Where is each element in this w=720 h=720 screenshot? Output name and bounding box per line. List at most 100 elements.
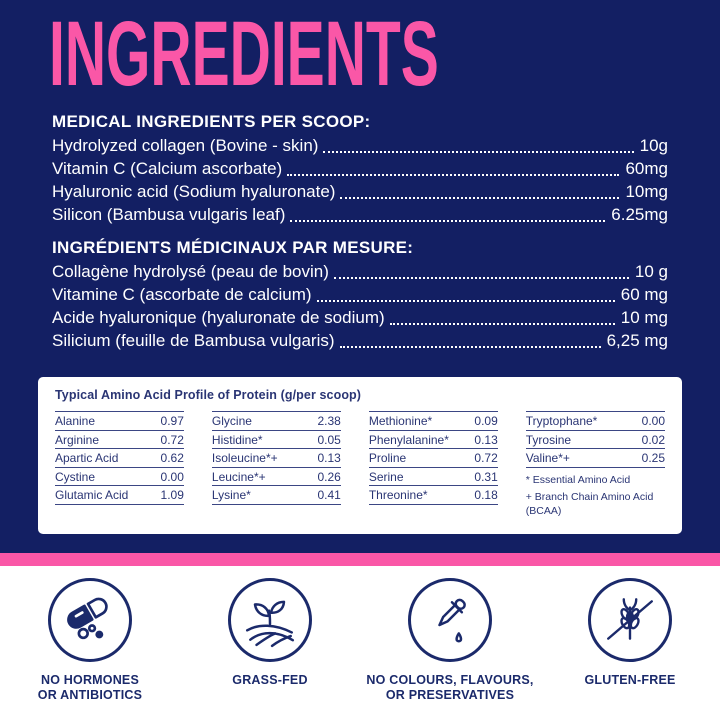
- amino-value: 0.05: [317, 432, 341, 447]
- ingredient-row: Hydrolyzed collagen (Bovine - skin) 10g: [52, 134, 668, 157]
- amino-row: Valine*+ 0.25: [525, 449, 665, 468]
- amino-row: Leucine*+ 0.26: [211, 468, 341, 486]
- amino-value: 0.41: [317, 488, 341, 502]
- dotted-leader: [290, 203, 606, 222]
- ingredient-name: Collagène hydrolysé (peau de bovin): [52, 262, 329, 281]
- amino-footnote: * Essential Amino Acid: [525, 473, 631, 486]
- amino-name: Arginine: [55, 432, 100, 447]
- dotted-leader: [323, 134, 634, 153]
- amino-row: Methionine* 0.09: [368, 412, 498, 431]
- ingredient-value: 10 mg: [620, 308, 668, 327]
- amino-row: Phenylalanine* 0.13: [368, 431, 498, 449]
- ingredient-name: Vitamine C (ascorbate de calcium): [52, 285, 312, 304]
- badge-no-colours: NO COLOURS, FLAVOURS, OR PRESERVATIVES: [360, 578, 540, 703]
- amino-name: Phenylalanine*: [368, 432, 449, 447]
- amino-value: 0.00: [160, 469, 184, 484]
- amino-name: Tryptophane*: [525, 414, 598, 428]
- badge-gluten-free: GLUTEN-FREE: [540, 578, 720, 703]
- amino-value: 0.00: [641, 414, 665, 428]
- amino-table-title: Typical Amino Acid Profile of Protein (g…: [55, 388, 362, 402]
- ingredient-row: Hyaluronic acid (Sodium hyaluronate) 10m…: [52, 180, 668, 203]
- amino-value: 0.02: [641, 432, 665, 447]
- badge-no-hormones: NO HORMONES OR ANTIBIOTICS: [0, 578, 180, 703]
- dotted-leader: [333, 260, 629, 279]
- amino-row: Apartic Acid 0.62: [55, 449, 184, 468]
- capsule-icon: [48, 578, 132, 662]
- ingredient-name: Acide hyaluronique (hyaluronate de sodiu…: [52, 308, 385, 327]
- amino-value: 2.38: [317, 414, 341, 428]
- dotted-leader: [316, 283, 615, 302]
- amino-name: Glycine: [211, 414, 252, 428]
- amino-value: 0.72: [160, 432, 184, 447]
- amino-row: Isoleucine*+ 0.13: [211, 449, 341, 468]
- amino-name: Serine: [368, 469, 404, 484]
- amino-column-1: Alanine 0.97 Arginine 0.72 Apartic Acid …: [55, 411, 184, 521]
- amino-value: 0.18: [474, 488, 498, 502]
- ingredient-value: 6,25 mg: [606, 331, 668, 350]
- ingredient-value: 10mg: [625, 182, 668, 201]
- ingredient-row: Vitamin C (Calcium ascorbate) 60mg: [52, 157, 668, 180]
- amino-row: Alanine 0.97: [55, 412, 184, 431]
- medical-ingredients-fr-section: INGRÉDIENTS MÉDICINAUX PAR MESURE: Colla…: [52, 236, 668, 352]
- ingredient-value: 60mg: [625, 159, 668, 178]
- badges-section: NO HORMONES OR ANTIBIOTICS GRASS-FED: [0, 578, 720, 703]
- dotted-leader: [389, 306, 615, 325]
- ingredients-panel: INGREDIENTS MEDICAL INGREDIENTS PER SCOO…: [0, 0, 720, 553]
- ingredient-name: Hyaluronic acid (Sodium hyaluronate): [52, 182, 336, 201]
- medical-ingredients-en-section: MEDICAL INGREDIENTS PER SCOOP: Hydrolyze…: [52, 110, 668, 226]
- badge-label: GLUTEN-FREE: [584, 673, 676, 687]
- badge-label: GRASS-FED: [232, 673, 308, 687]
- amino-value: 0.09: [474, 414, 498, 428]
- amino-row: Threonine* 0.18: [368, 486, 498, 505]
- amino-row: Serine 0.31: [368, 468, 498, 486]
- amino-name: Proline: [368, 451, 407, 465]
- amino-column-2: Glycine 2.38 Histidine* 0.05 Isoleucine*…: [211, 411, 341, 521]
- amino-value: 0.26: [317, 469, 341, 484]
- amino-name: Valine*+: [525, 451, 570, 465]
- amino-row: Tryptophane* 0.00: [525, 412, 665, 431]
- dropper-icon: [408, 578, 492, 662]
- ingredient-value: 10 g: [634, 262, 668, 281]
- ingredient-value: 10g: [639, 136, 668, 155]
- amino-name: Isoleucine*+: [211, 451, 278, 465]
- amino-row: Glutamic Acid 1.09: [55, 486, 184, 505]
- ingredient-value: 6.25mg: [611, 205, 668, 224]
- amino-footnotes: * Essential Amino Acid + Branch Chain Am…: [526, 473, 665, 518]
- amino-row: Glycine 2.38: [211, 412, 341, 431]
- amino-value: 0.13: [317, 451, 341, 465]
- amino-name: Apartic Acid: [55, 451, 119, 465]
- amino-row: Cystine 0.00: [55, 468, 184, 486]
- amino-value: 1.09: [160, 488, 184, 502]
- badge-grass-fed: GRASS-FED: [180, 578, 360, 703]
- wheat-slash-icon: [588, 578, 672, 662]
- ingredient-row: Collagène hydrolysé (peau de bovin) 10 g: [52, 260, 668, 283]
- amino-name: Glutamic Acid: [55, 488, 129, 502]
- pink-divider: [0, 553, 720, 566]
- amino-name: Alanine: [55, 414, 96, 428]
- amino-value: 0.62: [160, 451, 184, 465]
- section-heading-fr: INGRÉDIENTS MÉDICINAUX PAR MESURE:: [52, 238, 414, 257]
- amino-row: Proline 0.72: [368, 449, 498, 468]
- ingredient-name: Hydrolyzed collagen (Bovine - skin): [52, 136, 319, 155]
- amino-name: Cystine: [55, 469, 96, 484]
- amino-table: Alanine 0.97 Arginine 0.72 Apartic Acid …: [55, 411, 665, 521]
- ingredient-row: Acide hyaluronique (hyaluronate de sodiu…: [52, 306, 668, 329]
- amino-value: 0.31: [474, 469, 498, 484]
- ingredient-name: Silicon (Bambusa vulgaris leaf): [52, 205, 286, 224]
- amino-name: Tyrosine: [525, 432, 572, 447]
- amino-value: 0.13: [474, 432, 498, 447]
- amino-row: Tyrosine 0.02: [525, 431, 665, 449]
- ingredient-name: Silicium (feuille de Bambusa vulgaris): [52, 331, 335, 350]
- amino-name: Methionine*: [368, 414, 433, 428]
- ingredient-name: Vitamin C (Calcium ascorbate): [52, 159, 283, 178]
- dotted-leader: [340, 180, 620, 199]
- amino-column-4: Tryptophane* 0.00 Tyrosine 0.02 Valine*+…: [525, 411, 665, 521]
- amino-acid-panel: Typical Amino Acid Profile of Protein (g…: [38, 377, 682, 534]
- amino-name: Lysine*: [211, 488, 251, 502]
- badge-label: NO COLOURS, FLAVOURS, OR PRESERVATIVES: [366, 673, 534, 702]
- amino-name: Leucine*+: [211, 469, 266, 484]
- amino-row: Histidine* 0.05: [211, 431, 341, 449]
- amino-value: 0.25: [641, 451, 665, 465]
- page-title: INGREDIENTS: [49, 3, 439, 105]
- amino-column-3: Methionine* 0.09 Phenylalanine* 0.13 Pro…: [368, 411, 498, 521]
